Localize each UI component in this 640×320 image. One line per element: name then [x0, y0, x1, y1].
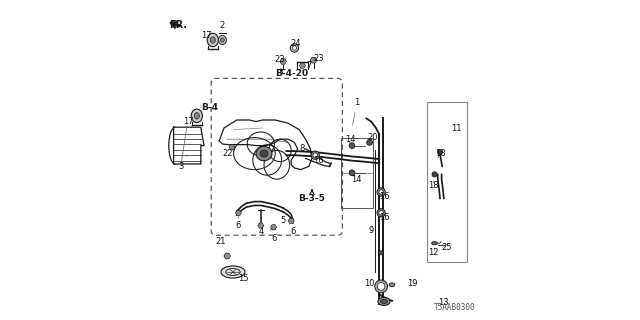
Ellipse shape [195, 113, 200, 119]
Circle shape [259, 224, 262, 227]
Ellipse shape [256, 147, 272, 161]
Ellipse shape [260, 150, 268, 157]
Polygon shape [288, 218, 294, 223]
Circle shape [377, 188, 385, 196]
Text: 17: 17 [184, 117, 194, 126]
Circle shape [230, 146, 234, 148]
Polygon shape [271, 225, 276, 230]
Text: FR.: FR. [169, 20, 188, 30]
Text: 15: 15 [238, 270, 248, 283]
Circle shape [349, 143, 355, 148]
Text: 11: 11 [451, 124, 461, 132]
Text: 2: 2 [217, 21, 225, 36]
Circle shape [379, 190, 383, 194]
Circle shape [272, 226, 275, 228]
Polygon shape [280, 59, 287, 64]
Circle shape [432, 172, 437, 177]
Text: 1: 1 [353, 98, 360, 125]
Ellipse shape [221, 266, 245, 278]
Polygon shape [224, 253, 230, 259]
Circle shape [312, 59, 315, 61]
Ellipse shape [389, 283, 395, 287]
Text: 8: 8 [300, 144, 305, 153]
Ellipse shape [220, 38, 225, 42]
Ellipse shape [380, 300, 388, 303]
Text: T5AAB0300: T5AAB0300 [433, 303, 475, 312]
Circle shape [226, 255, 228, 257]
Text: 16: 16 [379, 192, 389, 201]
Circle shape [367, 140, 372, 145]
Circle shape [290, 220, 292, 222]
Text: 18: 18 [435, 149, 445, 158]
Circle shape [237, 212, 240, 214]
Text: 6: 6 [290, 224, 296, 236]
Polygon shape [229, 145, 235, 150]
Text: 16: 16 [379, 213, 389, 222]
Text: B-4: B-4 [201, 103, 218, 112]
Text: 10: 10 [364, 279, 375, 288]
Text: 3: 3 [178, 156, 188, 171]
Circle shape [282, 60, 285, 63]
Bar [340, 138, 372, 208]
Text: B-4-20: B-4-20 [275, 69, 308, 78]
Ellipse shape [432, 242, 438, 245]
Text: 19: 19 [408, 279, 418, 288]
Text: 13: 13 [438, 298, 449, 307]
Circle shape [438, 149, 443, 155]
Text: 9: 9 [369, 226, 374, 235]
Text: 20: 20 [367, 133, 378, 142]
Text: 21: 21 [216, 237, 226, 246]
Ellipse shape [191, 109, 202, 123]
Ellipse shape [378, 298, 390, 305]
Text: 18: 18 [428, 181, 439, 190]
Circle shape [378, 283, 385, 290]
Text: 6: 6 [236, 216, 241, 230]
Circle shape [311, 151, 319, 159]
Text: 6: 6 [270, 229, 276, 243]
Ellipse shape [378, 251, 383, 255]
Text: 22: 22 [222, 149, 232, 158]
Circle shape [292, 46, 297, 50]
Circle shape [375, 280, 388, 293]
Text: 16: 16 [313, 156, 324, 164]
Text: 12: 12 [428, 248, 439, 257]
Text: 14: 14 [345, 135, 356, 144]
Text: 4: 4 [258, 221, 264, 236]
Polygon shape [300, 63, 305, 68]
Text: 5: 5 [280, 211, 286, 225]
Text: 17: 17 [201, 31, 212, 40]
Circle shape [349, 170, 355, 176]
Ellipse shape [218, 36, 227, 44]
Circle shape [379, 211, 383, 215]
Circle shape [377, 209, 385, 217]
Polygon shape [310, 57, 317, 63]
Text: B-3-5: B-3-5 [299, 194, 325, 203]
Ellipse shape [207, 33, 218, 47]
Polygon shape [236, 210, 241, 215]
Text: 23: 23 [275, 55, 285, 64]
Text: 14: 14 [351, 175, 362, 184]
Text: 24: 24 [291, 39, 301, 48]
Circle shape [290, 44, 298, 52]
Circle shape [301, 64, 304, 67]
Ellipse shape [210, 37, 215, 43]
Circle shape [313, 153, 317, 157]
Text: 25: 25 [441, 244, 452, 252]
Polygon shape [258, 223, 264, 228]
Bar [428, 102, 467, 262]
Text: 23: 23 [313, 54, 324, 63]
Text: 7: 7 [302, 61, 312, 70]
